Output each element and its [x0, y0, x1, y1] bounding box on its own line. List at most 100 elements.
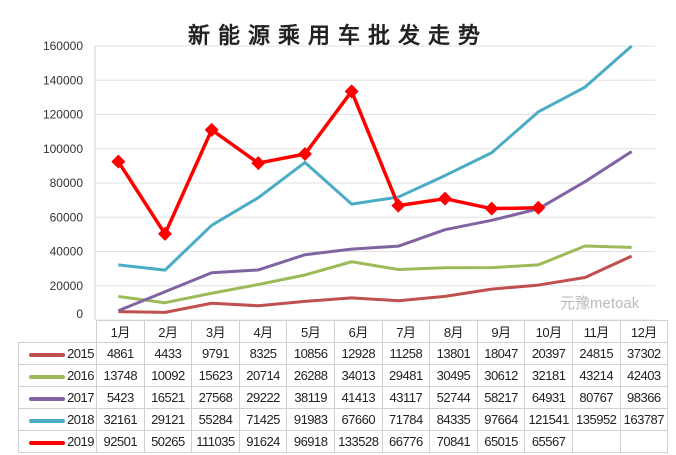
data-label: 18047: [476, 342, 526, 365]
y-tick-label: 160000: [43, 39, 83, 53]
table-row: 2016 13748 10092 15623 20714 26288 34013 29481 3…: [18, 364, 669, 387]
data-label: 70841: [429, 430, 478, 453]
category-label: 2月: [143, 320, 193, 343]
legend-entry: 2015: [18, 342, 97, 365]
data-label: 84335: [429, 408, 478, 431]
data-label: 10856: [286, 342, 335, 365]
data-point-2019: [438, 191, 452, 206]
category-label: 3月: [191, 320, 240, 343]
data-label: 32181: [524, 364, 573, 387]
table-row: 2019 92501 50265 111035 91624 96918 133528 6677…: [18, 430, 669, 453]
data-label: 13801: [429, 342, 478, 365]
category-label: 9月: [476, 320, 526, 343]
data-label: 163787: [619, 408, 669, 431]
data-label: 13748: [96, 364, 145, 387]
legend-label: 2017: [67, 390, 94, 405]
data-label: 111035: [191, 430, 240, 453]
data-label: [571, 430, 621, 453]
data-label: 80767: [571, 386, 621, 409]
category-label: 8月: [429, 320, 478, 343]
legend-label: 2018: [67, 412, 94, 427]
category-label: 12月: [619, 320, 669, 343]
data-label: 10092: [143, 364, 193, 387]
legend-label: 2019: [67, 434, 94, 449]
series-line-2016: [118, 244, 632, 305]
category-label: 10月: [524, 320, 573, 343]
data-label: 97664: [476, 408, 526, 431]
category-label: 6月: [333, 320, 383, 343]
data-point-2019: [111, 154, 126, 169]
data-label: 4861: [96, 342, 145, 365]
data-label: [619, 430, 669, 453]
data-label: 121541: [524, 408, 573, 431]
data-label: 58217: [476, 386, 526, 409]
legend-entry: 2018: [18, 408, 97, 431]
legend-swatch: [29, 352, 66, 357]
data-label: 65567: [524, 430, 573, 453]
data-point-2019: [158, 226, 172, 241]
legend-entry: 2019: [18, 430, 97, 453]
table-row: 2017 5423 16521 27568 29222 38119 41413 43117 52…: [18, 386, 669, 409]
data-label: 12928: [333, 342, 383, 365]
data-label: 8325: [238, 342, 288, 365]
legend-swatch: [29, 396, 66, 401]
data-label: 52744: [429, 386, 478, 409]
data-label: 29222: [238, 386, 288, 409]
data-point-2019: [344, 84, 359, 99]
series-line-2017: [117, 150, 633, 313]
data-point-2019: [531, 200, 546, 215]
data-label: 24815: [571, 342, 621, 365]
data-label: 11258: [381, 342, 431, 365]
y-tick-label: 0: [76, 307, 83, 321]
data-label: 5423: [96, 386, 145, 409]
data-label: 66776: [381, 430, 431, 453]
data-label: 4433: [143, 342, 193, 365]
data-label: 65015: [476, 430, 526, 453]
data-label: 32161: [96, 408, 145, 431]
data-point-2019: [298, 147, 312, 162]
data-label: 133528: [333, 430, 383, 453]
data-label: 43214: [571, 364, 621, 387]
data-label: 20397: [524, 342, 573, 365]
chart-title: 新能源乘用车批发走势: [187, 24, 488, 49]
series-line-2015: [118, 254, 633, 314]
data-label: 96918: [286, 430, 335, 453]
y-tick-label: 120000: [43, 108, 83, 122]
data-label: 30612: [476, 364, 526, 387]
legend-label: 2016: [67, 368, 94, 383]
data-label: 91624: [238, 430, 288, 453]
series-line-2018: [118, 44, 633, 272]
data-label: 71425: [238, 408, 288, 431]
data-label: 41413: [333, 386, 383, 409]
table-row: 2015 4861 4433 9791 8325 10856 12928 11258 13801…: [18, 342, 669, 365]
data-label: 37302: [619, 342, 669, 365]
data-label: 27568: [191, 386, 240, 409]
legend-swatch: [29, 418, 66, 423]
series-line-2019: [116, 89, 539, 236]
data-label: 29481: [381, 364, 431, 387]
legend-swatch: [29, 374, 66, 379]
category-label: 4月: [238, 320, 288, 343]
data-table: 1月 2月 3月 4月 5月 6月 7月 8月 9月 10月 11月 12月 2015 4861 4433 9…: [18, 320, 669, 453]
watermark: 元豫metoak: [560, 295, 640, 312]
category-label: 7月: [381, 320, 431, 343]
data-label: 91983: [286, 408, 335, 431]
data-point-2019: [251, 156, 266, 171]
category-label: 11月: [571, 320, 621, 343]
data-label: 92501: [96, 430, 145, 453]
data-label: 26288: [286, 364, 335, 387]
y-tick-label: 20000: [50, 279, 84, 293]
data-label: 67660: [333, 408, 383, 431]
table-corner: [19, 321, 97, 343]
data-label: 30495: [429, 364, 478, 387]
category-label: 5月: [286, 320, 335, 343]
data-label: 15623: [191, 364, 240, 387]
data-point-2019: [391, 198, 406, 213]
data-label: 135952: [571, 408, 621, 431]
data-label: 64931: [524, 386, 573, 409]
data-label: 43117: [381, 386, 431, 409]
data-label: 34013: [333, 364, 383, 387]
legend-entry: 2016: [18, 364, 97, 387]
data-label: 42403: [619, 364, 669, 387]
